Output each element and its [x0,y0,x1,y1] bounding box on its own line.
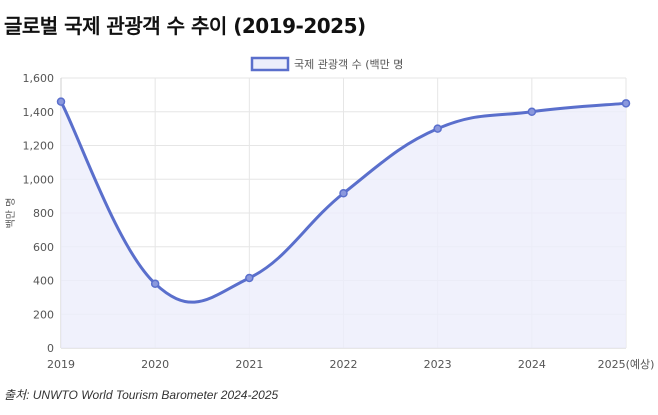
y-tick-label: 0 [47,342,54,355]
source-note: 출처: UNWTO World Tourism Barometer 2024-2… [4,388,279,402]
y-tick-label: 800 [33,207,54,220]
y-tick-label: 1,000 [23,173,55,186]
y-tick-label: 1,200 [23,140,55,153]
x-axis-ticks: 2019 2020 2021 2022 2023 2024 2025(예상) [47,358,654,371]
y-tick-label: 600 [33,241,54,254]
data-points [56,97,631,288]
data-point[interactable] [339,189,348,198]
y-axis-label: 백만 명 [5,198,17,229]
y-tick-label: 400 [33,275,54,288]
x-tick-label: 2022 [330,358,358,371]
legend[interactable]: 국제 관광객 수 (백만 명 [250,56,403,72]
x-tick-label: 2021 [235,358,263,371]
legend-label: 국제 관광객 수 (백만 명 [294,58,403,71]
data-point[interactable] [527,107,537,116]
y-axis-ticks: 0 200 400 600 800 1,000 1,200 1,400 1,600 [23,72,55,355]
x-tick-label: 2025(예상) [598,358,655,371]
series-area [61,101,626,348]
legend-swatch [250,56,290,72]
data-point[interactable] [150,279,160,288]
y-tick-label: 200 [33,308,54,321]
y-tick-label: 1,400 [23,106,55,119]
data-point[interactable] [621,99,631,108]
chart: 국제 관광객 수 (백만 명 0 200 400 600 800 1,000 1,200 1,… [5,56,654,371]
x-tick-label: 2024 [518,358,546,371]
x-tick-label: 2020 [141,358,169,371]
x-tick-label: 2019 [47,358,75,371]
x-tick-label: 2023 [424,358,452,371]
series-line [59,100,627,304]
data-point[interactable] [433,124,442,133]
y-tick-label: 1,600 [23,72,55,85]
data-point[interactable] [245,273,254,283]
chart-title: 글로벌 국제 관광객 수 추이 (2019-2025) [4,14,366,38]
data-point[interactable] [56,97,66,106]
